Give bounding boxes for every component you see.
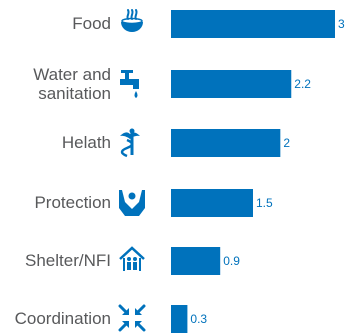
- bar-row: Water and sanitation 2.2: [33, 65, 311, 103]
- bar-row: Protection 1.5: [34, 189, 273, 217]
- bar: [171, 189, 253, 217]
- bar: [171, 70, 292, 98]
- protection-hands-icon: [119, 190, 145, 216]
- category-label: Water and sanitation: [33, 65, 111, 103]
- category-label: Protection: [34, 193, 111, 212]
- bar: [171, 129, 281, 157]
- value-label: 0.3: [190, 312, 207, 326]
- value-label: 2: [283, 136, 290, 150]
- health-caduceus-icon: [120, 128, 140, 158]
- value-label: 1.5: [256, 196, 273, 210]
- bar-row: Coordination 0.3: [15, 304, 207, 333]
- bar: [171, 10, 335, 38]
- value-label: 3: [338, 17, 345, 31]
- category-label: Shelter/NFI: [25, 251, 111, 270]
- bar: [171, 247, 221, 275]
- food-bowl-icon: [121, 9, 143, 32]
- water-tap-icon: [120, 70, 139, 98]
- bar-row: Food 3: [72, 9, 345, 38]
- bar-row: Helath 2: [62, 128, 290, 158]
- value-label: 0.9: [223, 254, 240, 268]
- coordination-arrows-icon: [118, 304, 146, 332]
- shelter-house-icon: [119, 246, 145, 271]
- value-label: 2.2: [294, 77, 311, 91]
- category-label: Food: [72, 14, 111, 33]
- category-label: Helath: [62, 133, 111, 152]
- category-label: Coordination: [15, 309, 111, 328]
- bar-row: Shelter/NFI 0.9: [25, 246, 240, 275]
- bar: [171, 305, 188, 333]
